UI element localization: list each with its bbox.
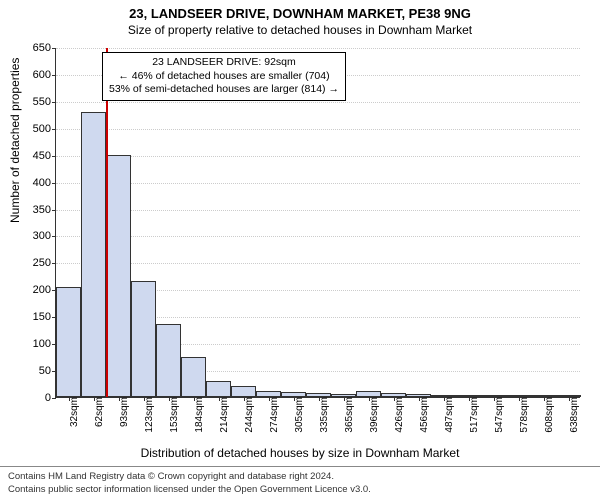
gridline — [56, 263, 580, 264]
y-tick-label: 150 — [33, 311, 56, 323]
x-tick-label: 335sqm — [315, 397, 330, 433]
annotation-line-2: ← 46% of detached houses are smaller (70… — [109, 70, 339, 84]
chart-subtitle: Size of property relative to detached ho… — [0, 23, 600, 37]
y-tick-label: 600 — [33, 69, 56, 81]
x-tick-label: 153sqm — [165, 397, 180, 433]
footer-line-2: Contains public sector information licen… — [8, 484, 592, 496]
gridline — [56, 48, 580, 49]
x-tick-label: 274sqm — [265, 397, 280, 433]
x-tick-label: 123sqm — [140, 397, 155, 433]
x-tick-label: 244sqm — [240, 397, 255, 433]
chart-title: 23, LANDSEER DRIVE, DOWNHAM MARKET, PE38… — [0, 6, 600, 21]
y-tick-label: 350 — [33, 204, 56, 216]
annotation-line-3: 53% of semi-detached houses are larger (… — [109, 83, 339, 97]
x-tick-label: 456sqm — [415, 397, 430, 433]
y-tick-label: 550 — [33, 96, 56, 108]
x-tick-label: 487sqm — [440, 397, 455, 433]
annotation-box: 23 LANDSEER DRIVE: 92sqm ← 46% of detach… — [102, 52, 346, 101]
histogram-bar — [231, 386, 256, 397]
y-tick-label: 100 — [33, 338, 56, 350]
y-tick-label: 450 — [33, 150, 56, 162]
histogram-bar — [81, 112, 106, 397]
x-tick-label: 517sqm — [465, 397, 480, 433]
y-tick-label: 200 — [33, 284, 56, 296]
x-tick-label: 93sqm — [115, 397, 130, 427]
x-tick-label: 396sqm — [365, 397, 380, 433]
y-tick-label: 650 — [33, 42, 56, 54]
footer: Contains HM Land Registry data © Crown c… — [0, 466, 600, 500]
x-tick-label: 214sqm — [215, 397, 230, 433]
x-tick-label: 547sqm — [490, 397, 505, 433]
histogram-bar — [206, 381, 231, 397]
gridline — [56, 129, 580, 130]
histogram-bar — [56, 287, 81, 397]
x-tick-label: 426sqm — [390, 397, 405, 433]
gridline — [56, 183, 580, 184]
footer-line-1: Contains HM Land Registry data © Crown c… — [8, 471, 592, 483]
y-tick-label: 250 — [33, 257, 56, 269]
x-tick-label: 638sqm — [565, 397, 580, 433]
histogram-bar — [156, 324, 181, 397]
x-tick-label: 578sqm — [515, 397, 530, 433]
x-tick-label: 62sqm — [90, 397, 105, 427]
gridline — [56, 210, 580, 211]
histogram-bar — [131, 281, 156, 397]
y-tick-label: 50 — [39, 365, 56, 377]
y-tick-label: 300 — [33, 230, 56, 242]
histogram-bar — [106, 155, 131, 397]
gridline — [56, 156, 580, 157]
histogram-bar — [181, 357, 206, 397]
gridline — [56, 236, 580, 237]
y-tick-label: 0 — [45, 392, 56, 404]
x-tick-label: 32sqm — [65, 397, 80, 427]
x-axis-label: Distribution of detached houses by size … — [0, 446, 600, 460]
x-tick-label: 305sqm — [290, 397, 305, 433]
chart-plot-area: 0501001502002503003504004505005506006503… — [55, 48, 580, 398]
x-tick-label: 608sqm — [540, 397, 555, 433]
x-tick-label: 184sqm — [190, 397, 205, 433]
annotation-line-1: 23 LANDSEER DRIVE: 92sqm — [109, 56, 339, 70]
y-tick-label: 400 — [33, 177, 56, 189]
y-axis-label: Number of detached properties — [8, 58, 22, 223]
title-block: 23, LANDSEER DRIVE, DOWNHAM MARKET, PE38… — [0, 0, 600, 37]
y-tick-label: 500 — [33, 123, 56, 135]
gridline — [56, 102, 580, 103]
x-tick-label: 365sqm — [340, 397, 355, 433]
